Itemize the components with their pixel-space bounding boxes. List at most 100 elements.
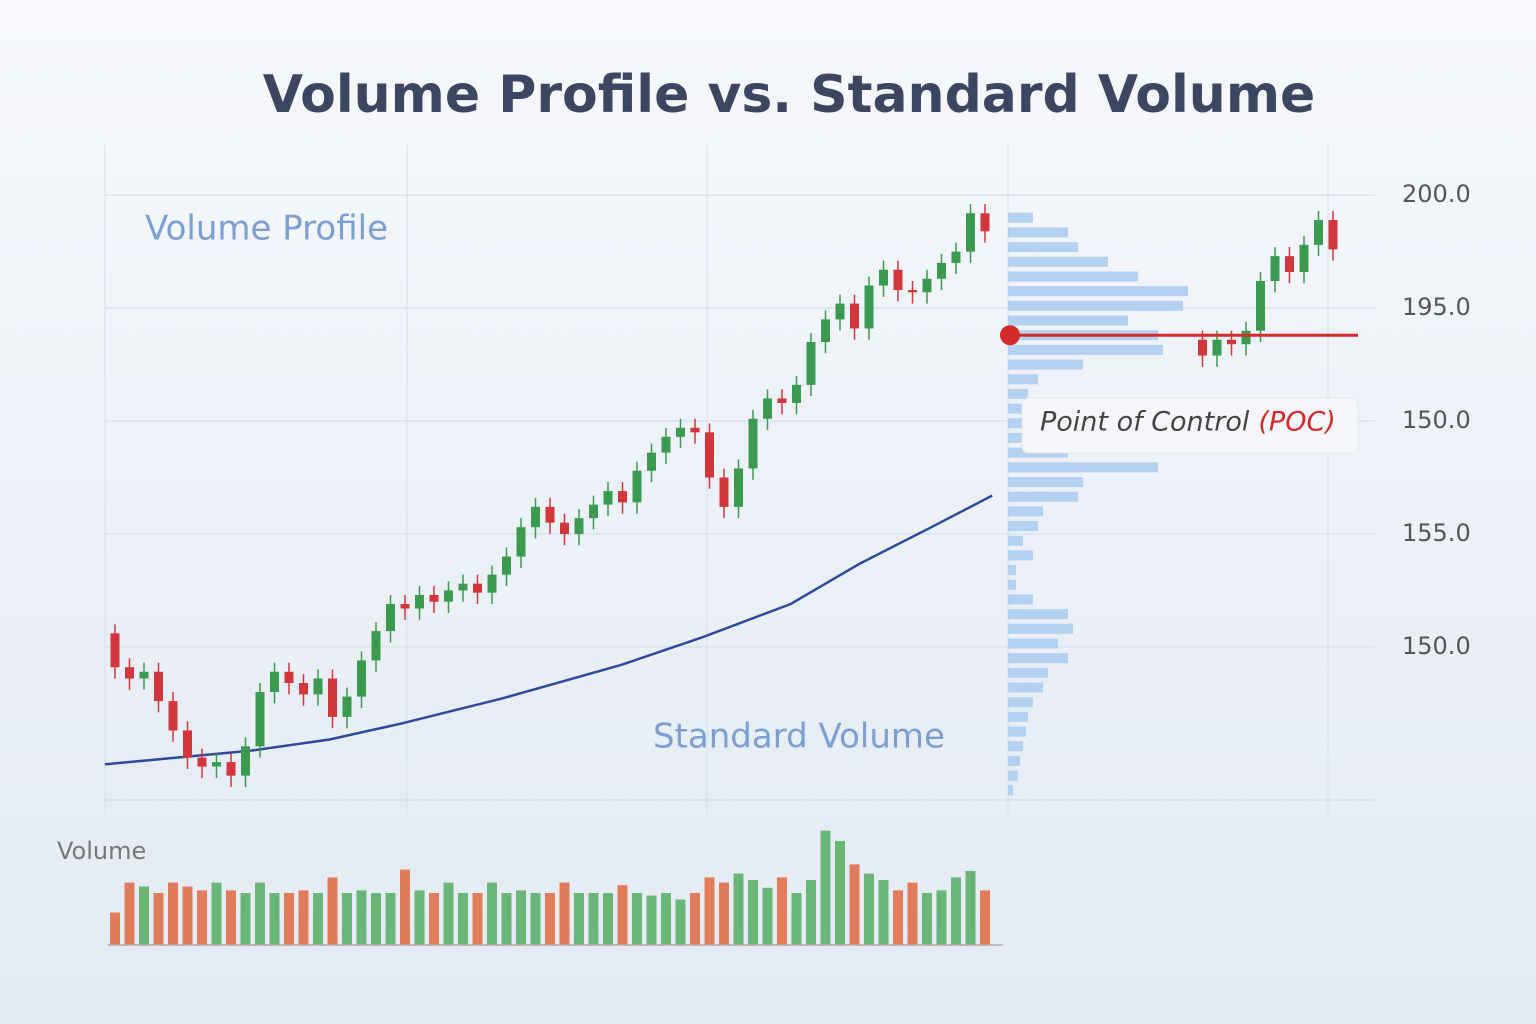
candle-body <box>270 671 279 693</box>
candle-body <box>589 504 598 519</box>
profile-bar <box>1008 653 1068 664</box>
volume-bar <box>385 893 396 945</box>
volume-bar <box>110 912 120 945</box>
candle-body <box>821 319 830 342</box>
volume-bar <box>197 890 207 945</box>
volume-bar <box>472 893 483 945</box>
volume-bar <box>313 893 323 945</box>
candle-body <box>487 574 497 593</box>
profile-bar <box>1008 579 1016 590</box>
candle-body <box>400 603 410 609</box>
volume-label: Volume <box>57 837 146 865</box>
candle-body <box>313 678 323 695</box>
candle-body <box>719 477 729 507</box>
profile-bar <box>1008 741 1023 752</box>
candle-body <box>212 762 221 767</box>
volume-bar <box>342 893 352 945</box>
candle-body <box>444 590 453 602</box>
volume-bar <box>878 880 889 945</box>
candle-body <box>299 683 308 695</box>
standard-label: Standard Volume <box>653 717 945 757</box>
candle-body <box>371 631 381 661</box>
volume-bar <box>153 893 164 945</box>
candle-body <box>357 660 366 697</box>
candle-body <box>951 251 961 263</box>
volume-bar <box>559 882 570 945</box>
candle-body <box>473 583 482 593</box>
candle-body <box>139 671 149 679</box>
candle-body <box>980 213 990 232</box>
candle-body <box>125 667 134 679</box>
volume-bar <box>762 887 773 945</box>
candle-body <box>545 506 555 523</box>
candle-body <box>850 303 859 329</box>
profile-bar <box>1008 432 1028 443</box>
candle-body <box>197 757 207 767</box>
volume-bar <box>443 882 454 945</box>
profile-bar <box>1008 315 1128 326</box>
volume-bar <box>632 893 642 945</box>
candle-body <box>255 692 265 747</box>
profile-bar <box>1008 388 1028 399</box>
candle-body <box>1270 256 1280 281</box>
profile-bar <box>1008 785 1013 796</box>
candle-body <box>792 384 801 403</box>
candle-body <box>705 432 714 478</box>
profile-bar <box>1008 359 1083 370</box>
volume-bar <box>298 890 309 945</box>
candle-body <box>1285 256 1294 272</box>
volume-bar <box>211 882 222 945</box>
profile-bar <box>1008 271 1138 282</box>
volume-bar <box>675 899 686 945</box>
poc-abbr: (POC) <box>1258 407 1335 438</box>
candle-body <box>676 427 685 437</box>
candle-body <box>618 491 627 503</box>
candle-body <box>574 518 584 534</box>
volume-bar <box>617 885 628 945</box>
candle-body <box>879 269 888 286</box>
y-tick-label: 195.0 <box>1402 293 1471 321</box>
volume-bar <box>240 893 251 945</box>
candle-body <box>777 398 787 403</box>
candle-body <box>1256 281 1265 331</box>
candle-body <box>864 285 874 329</box>
volume-bar <box>255 882 265 945</box>
y-tick-label: 150.0 <box>1402 406 1471 434</box>
candle-body <box>168 701 178 731</box>
volume-bar <box>748 880 758 945</box>
profile-bar <box>1008 212 1033 223</box>
candle-body <box>1212 339 1222 356</box>
candle-body <box>632 470 642 503</box>
y-tick-label: 155.0 <box>1402 519 1471 547</box>
volume-bar <box>182 886 193 945</box>
volume-bar <box>168 882 178 945</box>
profile-bar <box>1008 755 1020 766</box>
volume-bar <box>501 893 512 945</box>
candle-body <box>516 527 526 557</box>
volume-bar <box>487 882 497 945</box>
volume-bar <box>458 893 468 945</box>
profile-bar <box>1008 682 1043 693</box>
candle-body <box>806 341 816 385</box>
candle-body <box>922 278 932 293</box>
profile-bar <box>1008 711 1028 722</box>
y-tick-label: 150.0 <box>1402 632 1471 660</box>
poc-box <box>1021 397 1359 454</box>
volume-bar <box>690 893 700 945</box>
volume-bar <box>139 886 149 945</box>
profile-bar <box>1008 506 1043 517</box>
candle-body <box>531 506 540 528</box>
volume-bar <box>414 890 425 945</box>
candle-body <box>226 762 236 776</box>
candle-body <box>386 603 395 632</box>
profile-bar <box>1008 344 1163 355</box>
profile-bar <box>1008 667 1048 678</box>
volume-bar <box>907 882 918 945</box>
y-tick-label: 200.0 <box>1402 180 1471 208</box>
candle-body <box>763 398 772 419</box>
chart-title: Volume Profile vs. Standard Volume <box>263 65 1316 125</box>
volume-bar <box>516 890 526 945</box>
profile-bar <box>1008 565 1016 576</box>
